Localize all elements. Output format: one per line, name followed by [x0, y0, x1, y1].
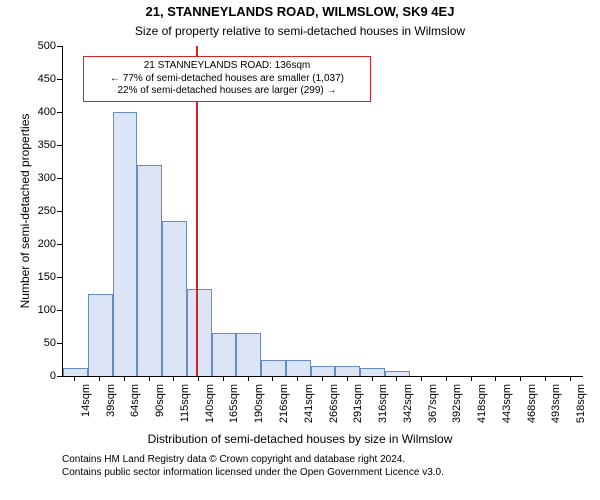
x-tick-label: 443sqm — [501, 384, 513, 432]
bar — [187, 289, 212, 376]
info-line-2: ← 77% of semi-detached houses are smalle… — [88, 73, 366, 86]
x-tick-mark — [198, 376, 199, 381]
x-tick-mark — [74, 376, 75, 381]
x-tick-mark — [124, 376, 125, 381]
x-tick-mark — [471, 376, 472, 381]
bar — [212, 333, 237, 376]
y-tick-label: 300 — [26, 172, 56, 184]
y-tick-label: 50 — [26, 337, 56, 349]
y-tick-mark — [57, 79, 62, 80]
footer-line-2: Contains public sector information licen… — [62, 467, 444, 480]
x-tick-mark — [421, 376, 422, 381]
y-tick-label: 250 — [26, 205, 56, 217]
info-line-3: 22% of semi-detached houses are larger (… — [88, 85, 366, 98]
x-tick-label: 216sqm — [278, 384, 290, 432]
y-tick-mark — [57, 145, 62, 146]
x-tick-mark — [396, 376, 397, 381]
x-tick-label: 291sqm — [352, 384, 364, 432]
x-tick-mark — [520, 376, 521, 381]
x-tick-label: 165sqm — [228, 384, 240, 432]
y-tick-mark — [57, 343, 62, 344]
x-tick-label: 342sqm — [402, 384, 414, 432]
x-tick-label: 14sqm — [80, 384, 92, 432]
x-tick-mark — [297, 376, 298, 381]
y-tick-mark — [57, 178, 62, 179]
bar — [63, 368, 88, 376]
y-tick-mark — [57, 46, 62, 47]
x-tick-label: 518sqm — [575, 384, 587, 432]
chart-container: 21, STANNEYLANDS ROAD, WILMSLOW, SK9 4EJ… — [0, 0, 600, 500]
x-tick-label: 266sqm — [328, 384, 340, 432]
x-tick-label: 316sqm — [377, 384, 389, 432]
bar — [236, 333, 261, 376]
x-tick-label: 367sqm — [427, 384, 439, 432]
x-tick-mark — [272, 376, 273, 381]
x-tick-label: 64sqm — [129, 384, 141, 432]
x-tick-label: 115sqm — [179, 384, 191, 432]
bar — [360, 368, 385, 376]
x-tick-mark — [99, 376, 100, 381]
x-tick-mark — [570, 376, 571, 381]
bar — [113, 112, 138, 376]
x-tick-label: 392sqm — [451, 384, 463, 432]
y-tick-label: 400 — [26, 106, 56, 118]
bar — [137, 165, 162, 376]
y-tick-mark — [57, 277, 62, 278]
x-tick-mark — [149, 376, 150, 381]
x-tick-mark — [446, 376, 447, 381]
chart-title: 21, STANNEYLANDS ROAD, WILMSLOW, SK9 4EJ — [0, 4, 600, 19]
x-axis-label: Distribution of semi-detached houses by … — [0, 432, 600, 446]
y-tick-label: 350 — [26, 139, 56, 151]
x-tick-label: 418sqm — [476, 384, 488, 432]
y-tick-label: 100 — [26, 304, 56, 316]
x-tick-mark — [322, 376, 323, 381]
bar — [88, 294, 113, 377]
bar — [162, 221, 187, 376]
y-tick-mark — [57, 112, 62, 113]
footer-line-1: Contains HM Land Registry data © Crown c… — [62, 454, 444, 467]
y-tick-label: 150 — [26, 271, 56, 283]
y-tick-mark — [57, 376, 62, 377]
x-tick-mark — [545, 376, 546, 381]
y-tick-label: 200 — [26, 238, 56, 250]
x-tick-label: 90sqm — [154, 384, 166, 432]
x-tick-mark — [248, 376, 249, 381]
footer: Contains HM Land Registry data © Crown c… — [62, 454, 444, 479]
chart-subtitle: Size of property relative to semi-detach… — [0, 24, 600, 38]
x-tick-mark — [495, 376, 496, 381]
x-tick-mark — [347, 376, 348, 381]
bar — [261, 360, 286, 377]
bar — [286, 360, 311, 377]
x-tick-mark — [173, 376, 174, 381]
x-tick-label: 468sqm — [526, 384, 538, 432]
info-line-1: 21 STANNEYLANDS ROAD: 136sqm — [88, 60, 366, 73]
y-tick-mark — [57, 244, 62, 245]
y-tick-label: 450 — [26, 73, 56, 85]
y-tick-mark — [57, 310, 62, 311]
x-tick-label: 493sqm — [550, 384, 562, 432]
y-tick-label: 0 — [26, 370, 56, 382]
plot-area: 21 STANNEYLANDS ROAD: 136sqm ← 77% of se… — [62, 46, 583, 377]
y-tick-mark — [57, 211, 62, 212]
x-tick-mark — [223, 376, 224, 381]
x-tick-label: 190sqm — [253, 384, 265, 432]
x-tick-mark — [372, 376, 373, 381]
info-box: 21 STANNEYLANDS ROAD: 136sqm ← 77% of se… — [83, 56, 371, 102]
bar — [335, 366, 360, 376]
x-tick-label: 39sqm — [105, 384, 117, 432]
y-tick-label: 500 — [26, 40, 56, 52]
x-tick-label: 140sqm — [204, 384, 216, 432]
x-tick-label: 241sqm — [303, 384, 315, 432]
bar — [311, 366, 336, 376]
